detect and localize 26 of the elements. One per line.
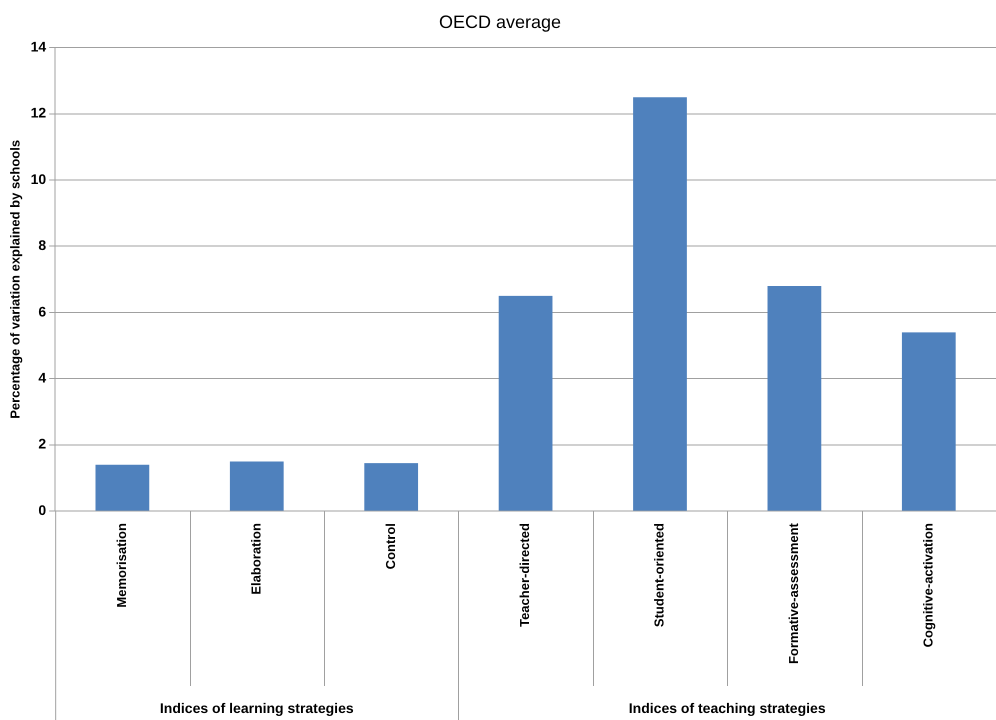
x-tick-label: Cognitive-activation bbox=[920, 523, 936, 648]
x-tick-label: Student-oriented bbox=[652, 523, 667, 628]
bar bbox=[768, 286, 822, 511]
text: Indices of teaching strategies bbox=[628, 700, 826, 716]
x-tick-label: Memorisation bbox=[114, 523, 129, 608]
x-tick-label: Formative-assessment bbox=[786, 522, 801, 664]
bar bbox=[230, 461, 284, 511]
y-tick-label: 14 bbox=[30, 38, 46, 54]
bar bbox=[95, 464, 150, 511]
bar bbox=[902, 332, 956, 511]
y-tick-label: 2 bbox=[38, 436, 46, 452]
x-tick-label: Elaboration bbox=[248, 523, 264, 595]
text: Indices of learning strategies bbox=[160, 700, 354, 716]
bar bbox=[633, 97, 687, 511]
bar bbox=[364, 463, 418, 511]
y-tick-label: 4 bbox=[38, 370, 46, 386]
bar bbox=[498, 296, 552, 511]
y-tick-label: 12 bbox=[30, 104, 46, 121]
x-tick-label: Teacher-directed bbox=[517, 523, 532, 627]
y-tick-label: 8 bbox=[38, 237, 46, 254]
y-axis-title: Percentage of variation explained by schools bbox=[7, 140, 22, 419]
chart-title: OECD average bbox=[438, 12, 562, 32]
y-tick-label: 6 bbox=[38, 303, 46, 320]
y-tick-label: 0 bbox=[38, 502, 46, 518]
y-tick-label: 10 bbox=[30, 170, 46, 187]
x-tick-label: Control bbox=[382, 523, 398, 570]
